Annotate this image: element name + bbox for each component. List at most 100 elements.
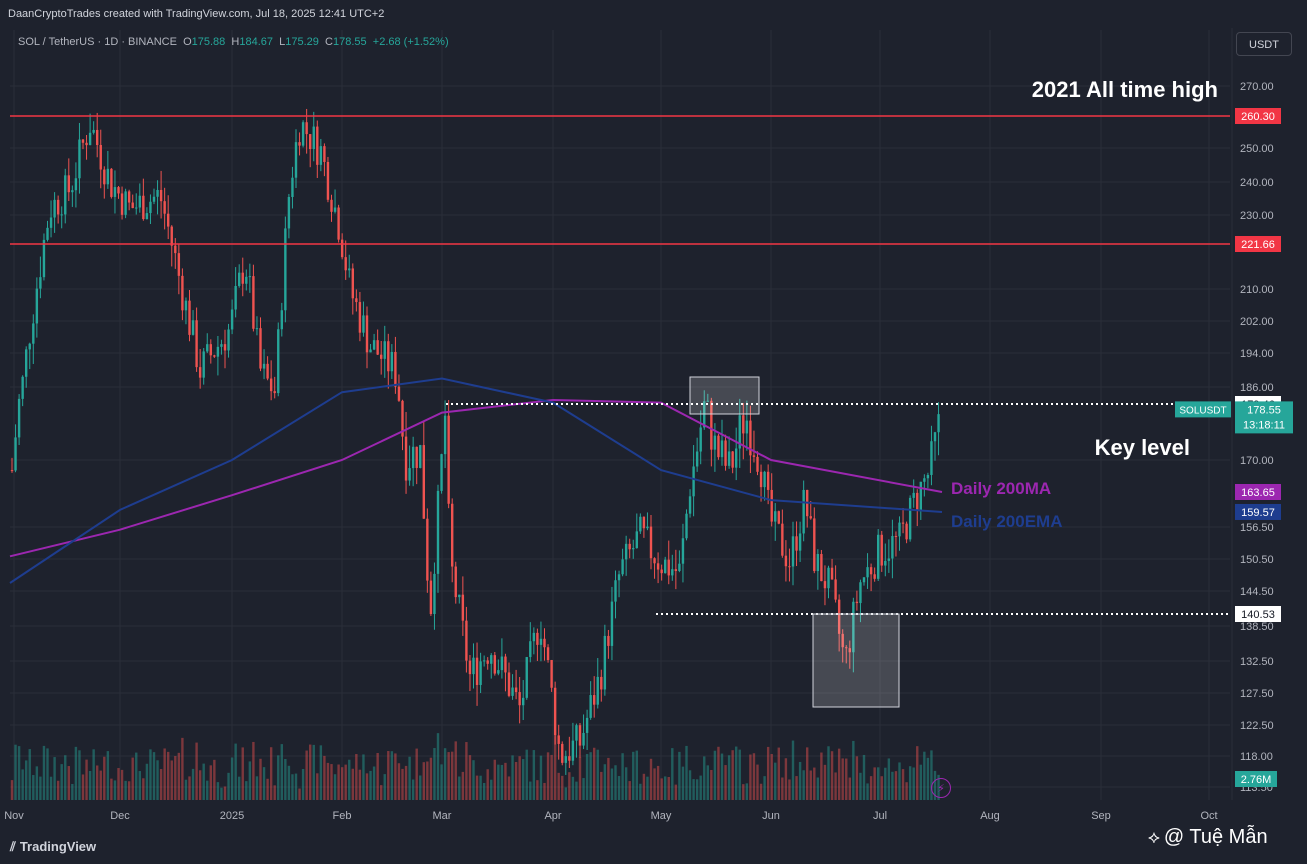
volume-bar	[816, 777, 820, 800]
volume-bar	[376, 752, 379, 800]
volume-bar	[610, 768, 614, 800]
candle-body	[912, 492, 915, 498]
currency-button[interactable]: USDT	[1236, 32, 1292, 56]
volume-bar	[649, 758, 653, 800]
candle-body	[802, 489, 805, 534]
volume-bar	[589, 752, 592, 800]
candle-body	[678, 563, 681, 571]
candle-body	[411, 446, 415, 469]
candle-body	[745, 420, 749, 434]
candle-body	[522, 697, 525, 706]
candle-body	[933, 432, 937, 442]
candle-body	[291, 177, 294, 198]
y-tick-label: 194.00	[1240, 348, 1274, 360]
volume-bar	[401, 768, 404, 800]
y-tick-label: 170.00	[1240, 455, 1274, 467]
volume-bar	[241, 747, 244, 800]
candle-body	[333, 207, 337, 212]
volume-bar	[678, 751, 681, 800]
candle-body	[88, 132, 92, 146]
candle-body	[266, 363, 269, 379]
candle-body	[514, 687, 518, 693]
volume-bar	[642, 773, 646, 800]
candle-body	[500, 656, 504, 671]
candle-body	[813, 518, 816, 572]
volume-bar	[898, 762, 901, 800]
candle-body	[259, 328, 262, 369]
candle-body	[245, 276, 248, 284]
candle-body	[35, 288, 39, 324]
volume-bar	[78, 750, 81, 800]
bolt-icon[interactable]: ⚡	[931, 778, 951, 798]
candle-body	[610, 601, 614, 646]
candle-body	[67, 175, 70, 193]
ma-tag-label: 159.57	[1241, 507, 1275, 519]
candle-body	[891, 535, 894, 559]
volume-bar	[841, 758, 844, 800]
volume-bar	[873, 767, 876, 800]
symbol-tag	[1175, 401, 1231, 418]
volume-bar	[745, 783, 749, 800]
candle-body	[553, 687, 557, 736]
candle-body	[664, 559, 667, 574]
volume-bar	[145, 763, 149, 800]
volume-bar	[10, 780, 14, 800]
annotation-key-level: Key level	[1095, 435, 1190, 460]
open-label: O	[183, 36, 192, 48]
volume-bar	[692, 779, 695, 800]
volume-bar	[365, 773, 369, 800]
candle-body	[376, 340, 379, 355]
volume-bar	[525, 749, 528, 800]
candle-body	[255, 328, 259, 330]
candle-body	[816, 554, 820, 572]
volume-bar	[848, 777, 851, 800]
volume-bar	[138, 771, 141, 800]
candle-body	[131, 202, 134, 209]
y-tick-label: 270.00	[1240, 81, 1274, 93]
volume-bar	[862, 754, 866, 800]
volume-bar	[607, 757, 610, 800]
candle-body	[223, 344, 227, 351]
candle-body	[195, 320, 198, 368]
volume-bar	[724, 765, 727, 800]
volume-bar	[514, 761, 518, 800]
volume-bar	[305, 750, 308, 800]
candle-body	[60, 214, 63, 216]
candle-body	[309, 134, 312, 150]
volume-bar	[834, 772, 837, 800]
volume-bar	[49, 776, 53, 800]
volume-bar	[536, 780, 539, 800]
candle-body	[387, 341, 390, 372]
volume-bar	[333, 774, 337, 800]
candle-body	[96, 129, 99, 145]
bottom-bar	[0, 828, 1307, 864]
volume-bar	[319, 745, 323, 800]
candle-body	[241, 272, 244, 284]
volume-bar	[387, 751, 390, 800]
volume-bar	[404, 765, 408, 800]
volume-bar	[571, 776, 575, 800]
candle-body	[671, 569, 674, 576]
volume-bar	[227, 772, 230, 800]
candle-body	[688, 496, 692, 514]
y-tick-label: 150.50	[1240, 554, 1274, 566]
volume-bar	[301, 768, 305, 800]
x-tick-label: May	[651, 810, 672, 822]
candle-body	[475, 657, 479, 685]
symbol-legend[interactable]: SOL / TetherUS · 1D · BINANCE O175.88 H1…	[18, 36, 449, 48]
volume-bar	[42, 745, 46, 800]
volume-bar	[919, 764, 922, 800]
volume-bar	[113, 780, 117, 800]
volume-bar	[550, 754, 553, 800]
candle-body	[369, 349, 372, 353]
tradingview-logo[interactable]: ⫽ TradingView	[10, 839, 96, 855]
candle-body	[887, 558, 891, 561]
candle-body	[827, 567, 830, 589]
candle-body	[639, 516, 642, 532]
volume-bar	[795, 776, 798, 800]
volume-bar	[21, 769, 24, 800]
volume-bar	[802, 770, 805, 800]
volume-bar	[490, 779, 493, 800]
volume-bar	[262, 767, 266, 800]
